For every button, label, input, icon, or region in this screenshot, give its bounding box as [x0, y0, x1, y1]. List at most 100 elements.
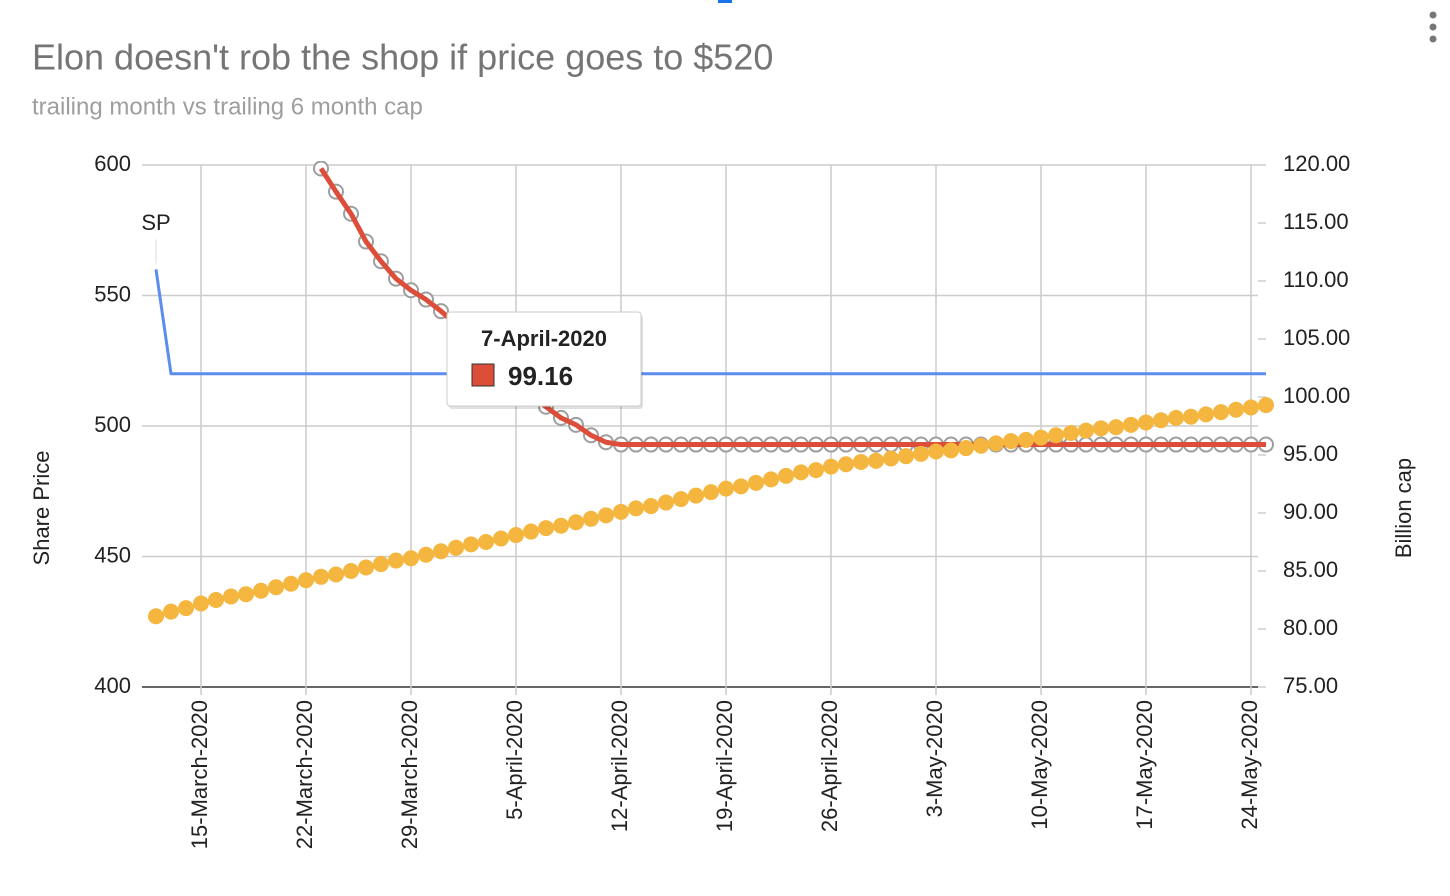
marker — [268, 579, 284, 596]
top-indicator — [718, 0, 732, 3]
marker — [1198, 406, 1214, 423]
marker — [763, 471, 779, 488]
x-tick-label: 12-April-2020 — [607, 700, 632, 832]
y2-axis-title: Billion cap — [1391, 458, 1416, 558]
marker — [973, 437, 989, 454]
marker — [583, 510, 599, 527]
y2-tick-label: 105.00 — [1283, 325, 1350, 350]
x-tick-label: 26-April-2020 — [817, 700, 842, 832]
marker — [1243, 399, 1259, 416]
marker — [478, 534, 494, 550]
marker — [328, 566, 344, 583]
marker — [388, 552, 404, 569]
marker — [703, 484, 719, 501]
marker — [1003, 433, 1019, 450]
x-tick-label: 5-April-2020 — [502, 700, 527, 820]
marker — [463, 536, 479, 553]
marker — [1258, 397, 1274, 414]
series — [154, 269, 1266, 376]
y2-tick-label: 100.00 — [1283, 383, 1350, 408]
marker — [538, 520, 554, 537]
tooltip-title: 7-April-2020 — [481, 326, 607, 351]
marker — [778, 467, 794, 484]
marker — [1138, 414, 1154, 431]
marker — [718, 480, 734, 497]
marker — [793, 464, 809, 481]
marker — [193, 595, 209, 612]
marker — [748, 474, 764, 491]
marker — [1078, 422, 1094, 439]
marker — [838, 456, 854, 473]
x-tick-label: 29-March-2020 — [397, 700, 422, 849]
y2-tick-label: 80.00 — [1283, 615, 1338, 640]
marker — [1108, 419, 1124, 436]
marker — [808, 462, 824, 479]
x-tick-label: 10-May-2020 — [1027, 700, 1052, 830]
tooltip-box — [446, 311, 642, 407]
x-tick-label: 19-April-2020 — [712, 700, 737, 832]
marker — [1183, 408, 1199, 425]
y2-tick-label: 85.00 — [1283, 557, 1338, 582]
x-tick-label: 24-May-2020 — [1237, 700, 1262, 830]
x-tick-label: 15-March-2020 — [187, 700, 212, 849]
menu-button[interactable] — [1429, 11, 1437, 43]
marker — [1153, 412, 1169, 429]
marker — [898, 448, 914, 465]
menu-dot — [1429, 23, 1437, 31]
marker — [988, 435, 1004, 452]
y-tick-label: 550 — [94, 281, 131, 306]
marker — [868, 452, 884, 469]
marker — [613, 503, 629, 520]
marker — [1063, 424, 1079, 441]
marker — [883, 450, 899, 467]
menu-dot — [1429, 11, 1437, 19]
marker — [433, 543, 449, 560]
marker — [418, 546, 434, 563]
marker — [643, 498, 659, 515]
marker — [1168, 409, 1184, 426]
marker — [163, 603, 179, 620]
y-tick-label: 600 — [94, 151, 131, 176]
y2-tick-label: 75.00 — [1283, 673, 1338, 698]
menu-dot — [1429, 35, 1437, 43]
marker — [823, 458, 839, 475]
marker — [508, 527, 524, 544]
marker — [1048, 427, 1064, 444]
x-tick-label: 22-March-2020 — [292, 700, 317, 849]
marker — [148, 608, 164, 625]
marker — [178, 600, 194, 617]
marker — [598, 507, 614, 524]
marker — [1018, 431, 1034, 448]
tooltip-value: 99.16 — [508, 361, 573, 391]
marker — [673, 491, 689, 508]
x-tick-label: 3-May-2020 — [922, 700, 947, 817]
y2-tick-label: 90.00 — [1283, 499, 1338, 524]
marker — [958, 440, 974, 457]
marker — [298, 572, 314, 589]
x-tick-label: 17-May-2020 — [1132, 700, 1157, 830]
marker — [913, 445, 929, 462]
y2-tick-label: 115.00 — [1283, 209, 1349, 234]
y2-tick-label: 110.00 — [1283, 267, 1349, 292]
marker — [1228, 401, 1244, 418]
marker — [1213, 404, 1229, 421]
marker — [568, 514, 584, 531]
marker — [658, 494, 674, 511]
marker — [928, 443, 944, 460]
marker — [208, 592, 224, 608]
marker — [283, 575, 299, 592]
marker — [553, 517, 569, 534]
series-line — [154, 269, 1266, 376]
chart-title: Elon doesn't rob the shop if price goes … — [32, 37, 773, 78]
chart-subtitle: trailing month vs trailing 6 month cap — [32, 93, 423, 120]
marker — [343, 563, 359, 579]
marker — [523, 523, 539, 540]
marker — [493, 530, 509, 547]
y2-tick-label: 95.00 — [1283, 441, 1338, 466]
marker — [403, 550, 419, 567]
series — [148, 397, 1274, 625]
y-tick-label: 500 — [94, 412, 131, 437]
marker — [223, 588, 239, 605]
marker — [358, 559, 374, 576]
